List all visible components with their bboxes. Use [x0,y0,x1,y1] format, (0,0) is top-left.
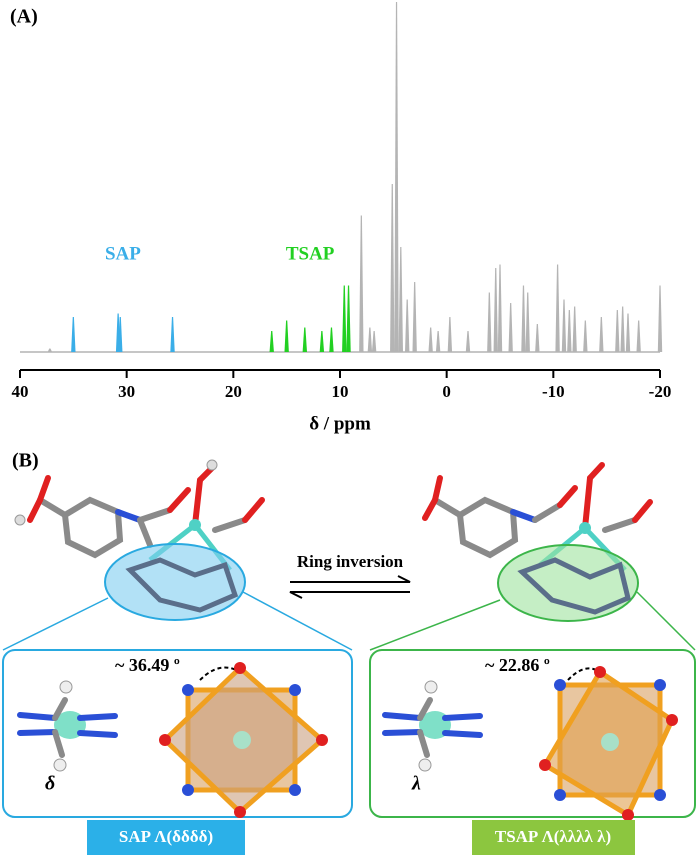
peak [367,327,373,352]
peak [405,299,410,352]
peak [508,303,513,352]
peak [118,317,123,352]
ring-left [17,680,118,772]
molecule-left [14,459,265,621]
x-tick-label: 20 [225,382,242,401]
peak [497,264,503,352]
peak [561,299,567,352]
peak [620,306,625,352]
spectrum: 40 30 20 10 0 -10 -20 SAP TSAP [12,2,672,401]
peak [555,264,560,352]
peak [525,292,530,352]
peak [71,317,76,352]
twist-angle: ~ 22.86 º [485,655,550,675]
panel-label: (A) [10,6,38,28]
peak [302,327,307,352]
antiprism-right [539,666,678,821]
peak-group-label: TSAP [286,243,335,264]
peak [47,348,53,352]
peak [487,292,492,352]
ring-right [382,680,483,772]
x-tick-label: 0 [442,382,451,401]
detail-box [369,649,696,818]
peak [390,184,395,352]
peak [572,306,577,352]
x-axis-label: δ / ppm [309,413,371,434]
peak [521,285,526,352]
tag-box [87,820,245,855]
peak [170,317,175,352]
peak [398,247,403,352]
peak [567,310,572,352]
ring-conformation: λ [411,773,421,795]
peak [284,320,289,352]
peak [583,320,588,352]
peak [435,331,441,352]
peak [342,285,347,352]
isomer-tag: TSAP Λ(λλλλ λ) [495,827,611,846]
peak [346,285,351,352]
peak [493,268,498,352]
arrow-label: Ring inversion [297,552,404,571]
peak [428,327,433,352]
panel-label: (B) [12,450,39,472]
peak [412,282,417,352]
peak [371,331,377,352]
peak [465,331,471,352]
peak [636,320,641,352]
x-tick-label: 30 [118,382,135,401]
isomer-tag: SAP Λ(δδδδ) [119,827,213,846]
peak [625,313,631,352]
ring-conformation: δ [45,773,55,795]
peak [615,310,620,352]
peak [319,331,325,352]
x-tick-label: 40 [12,382,29,401]
molecule-right [422,462,653,622]
detail-box [2,649,353,818]
peak-group-label: SAP [105,243,141,264]
peak [394,2,399,352]
x-tick-label: 10 [332,382,349,401]
peak [447,317,453,352]
antiprism-left [159,662,328,818]
peak [535,324,540,352]
peak [329,327,334,352]
peak [657,285,663,352]
peak [599,317,604,352]
x-tick-label: -10 [542,382,565,401]
peak [269,331,274,352]
tag-box [472,820,635,855]
twist-angle: ~ 36.49 º [115,655,180,675]
x-tick-label: -20 [649,382,672,401]
peak [359,215,364,352]
